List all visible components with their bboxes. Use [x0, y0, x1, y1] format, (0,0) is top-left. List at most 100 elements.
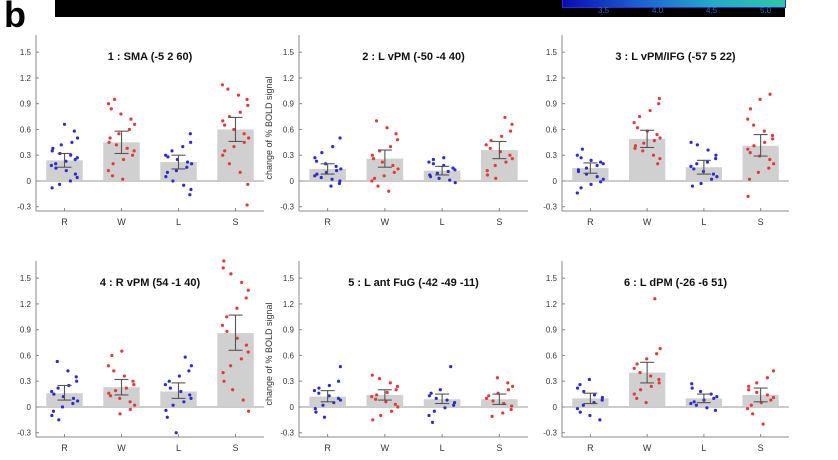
data-point: [235, 336, 239, 340]
data-point: [575, 191, 579, 195]
data-point: [370, 179, 374, 183]
data-point: [122, 374, 126, 378]
data-point: [598, 418, 602, 422]
data-point: [75, 136, 80, 140]
data-point: [649, 384, 653, 388]
data-point: [445, 398, 449, 402]
data-point: [246, 350, 250, 354]
data-point: [689, 164, 693, 168]
data-point: [110, 174, 115, 178]
x-tick-label: S: [496, 217, 502, 227]
data-point: [76, 399, 80, 403]
y-tick-label: 0.3: [546, 377, 558, 386]
data-point: [229, 272, 233, 276]
x-tick-label: L: [701, 217, 706, 227]
data-point: [164, 153, 168, 157]
data-point: [106, 364, 111, 368]
data-point: [49, 163, 53, 168]
data-point: [484, 143, 488, 147]
data-point: [177, 374, 181, 378]
data-point: [714, 153, 718, 157]
x-tick-label: R: [587, 217, 594, 227]
data-point: [388, 381, 392, 385]
data-point: [50, 413, 54, 418]
data-point: [632, 392, 636, 396]
data-point: [452, 401, 457, 405]
data-point: [709, 177, 714, 181]
data-point: [370, 395, 374, 399]
data-point: [427, 160, 431, 164]
chart-title: 3 : L vPM/IFG (-57 5 22): [615, 51, 736, 63]
data-point: [114, 143, 119, 147]
y-tick-label: 0.6: [283, 125, 295, 134]
data-point: [130, 153, 135, 157]
y-tick-label: 0.9: [283, 100, 295, 109]
data-point: [747, 177, 752, 181]
data-point: [635, 126, 640, 130]
data-point: [179, 389, 183, 394]
data-point: [392, 170, 396, 174]
data-point: [396, 405, 400, 409]
x-tick-label: S: [758, 217, 764, 227]
data-point: [435, 171, 439, 175]
data-point: [334, 164, 338, 168]
y-tick-label: -0.3: [17, 429, 31, 438]
data-point: [337, 181, 342, 186]
data-point: [113, 389, 118, 393]
y-tick-label: 0.9: [546, 100, 558, 109]
data-point: [314, 159, 319, 163]
data-point: [391, 163, 395, 168]
data-point: [379, 413, 383, 418]
data-point: [56, 386, 60, 390]
data-point: [109, 107, 113, 111]
data-point: [657, 381, 661, 385]
data-point: [54, 162, 58, 166]
data-point: [575, 407, 580, 411]
data-point: [106, 169, 110, 173]
y-tick-label: 0.3: [283, 151, 295, 160]
data-point: [658, 136, 662, 140]
data-point: [221, 153, 225, 157]
data-point: [580, 147, 584, 151]
x-tick-label: R: [587, 443, 594, 453]
data-point: [387, 189, 391, 193]
data-point: [75, 175, 79, 180]
y-axis-label: change of % BOLD signal: [264, 302, 274, 405]
data-point: [75, 379, 79, 383]
x-tick-label: L: [440, 217, 445, 227]
data-point: [108, 136, 112, 140]
data-point: [232, 127, 236, 132]
data-point: [167, 379, 171, 383]
data-point: [690, 382, 694, 386]
data-point: [171, 179, 175, 183]
data-point: [385, 126, 389, 130]
data-point: [336, 379, 341, 383]
y-tick-label: 1.5: [20, 48, 32, 57]
data-point: [55, 359, 59, 364]
data-point: [188, 393, 192, 397]
data-point: [489, 139, 493, 143]
data-point: [120, 349, 124, 353]
data-point: [638, 371, 642, 375]
data-point: [117, 132, 121, 136]
data-point: [132, 122, 137, 126]
data-point: [705, 160, 710, 164]
panel-letter: b: [4, 0, 26, 35]
data-point: [110, 353, 114, 358]
data-point: [432, 409, 436, 413]
x-tick-label: W: [117, 217, 126, 227]
x-tick-label: L: [176, 217, 181, 227]
data-point: [595, 163, 599, 168]
data-point: [71, 396, 76, 400]
data-point: [394, 388, 398, 392]
data-point: [501, 411, 505, 415]
y-tick-label: 1.5: [283, 274, 295, 283]
data-point: [374, 397, 378, 401]
data-point: [510, 157, 514, 161]
data-point: [223, 149, 227, 153]
data-point: [236, 93, 241, 97]
data-point: [755, 381, 759, 385]
data-point: [393, 402, 397, 406]
data-point: [600, 398, 604, 402]
